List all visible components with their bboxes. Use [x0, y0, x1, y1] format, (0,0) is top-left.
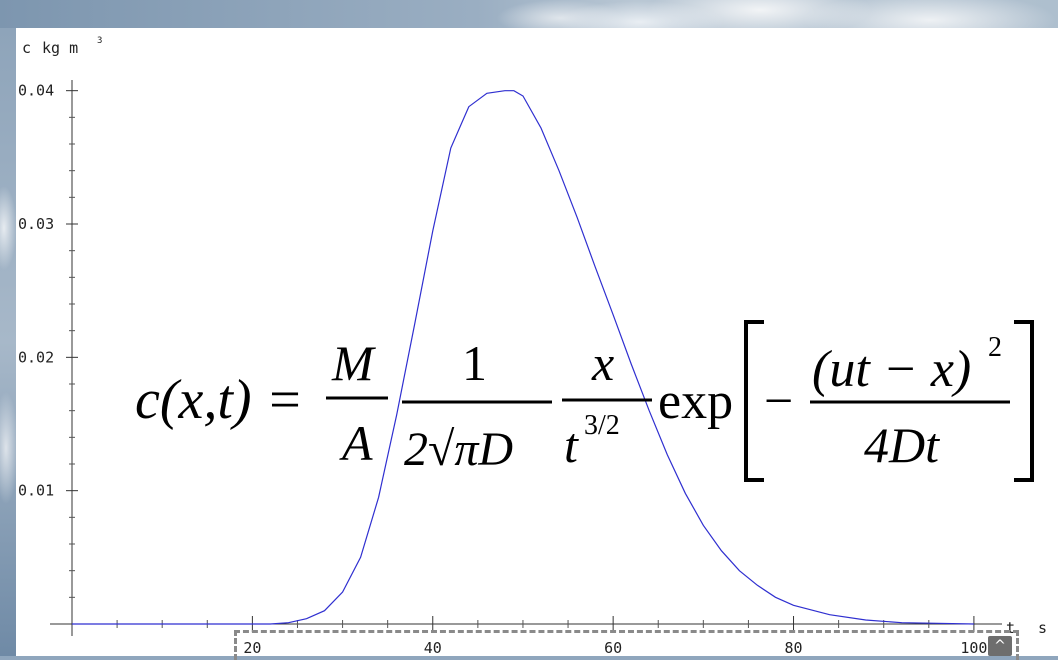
- y-tick-label: 0.03: [18, 215, 54, 233]
- equation-minus: −: [764, 373, 793, 430]
- equation-frac4-num: (ut − x): [812, 341, 971, 398]
- y-tick-label: 0.04: [18, 82, 54, 100]
- equation-frac2-den: 2√πD: [404, 423, 513, 476]
- concentration-curve: [72, 90, 974, 625]
- equation-frac2-num: 1: [462, 335, 487, 391]
- equation-frac3-den-exponent: 3/2: [584, 410, 620, 441]
- plot-panel: [16, 28, 1058, 656]
- background-sky: [0, 0, 1058, 28]
- y-axis-label-quantity: c: [22, 39, 31, 57]
- equation-left-bracket: [744, 320, 764, 482]
- y-tick-label: 0.01: [18, 482, 54, 500]
- background-left-strip: [0, 28, 16, 656]
- scroll-up-button[interactable]: ^: [988, 636, 1012, 656]
- x-tick-label: 60: [604, 639, 622, 656]
- y-axis-label-unit: kg m: [42, 39, 78, 57]
- x-axis-label-unit: s: [1038, 619, 1047, 637]
- y-axis-label-exponent: 3: [97, 36, 102, 46]
- selection-frame: [234, 630, 1019, 660]
- x-tick-label: 40: [424, 639, 442, 656]
- chevron-up-icon: ^: [994, 638, 1006, 654]
- equation-frac4-den: 4Dt: [864, 417, 940, 473]
- equation-frac3-num: x: [591, 335, 614, 391]
- equation-frac4-num-exponent: 2: [988, 332, 1002, 363]
- series-layer: [72, 90, 974, 625]
- equation-lhs: c(x,t) =: [135, 369, 303, 431]
- y-tick-label: 0.02: [18, 348, 54, 366]
- equation-right-bracket: [1014, 320, 1034, 482]
- x-tick-label: 80: [784, 639, 802, 656]
- equation-exp: exp: [658, 373, 733, 430]
- equation-frac1-den: A: [339, 415, 373, 471]
- equation-frac3-den: t: [564, 417, 579, 473]
- equation: c(x,t) = M A 1 2√πD x t 3/2 exp − (ut − …: [135, 320, 1034, 482]
- equation-frac1-num: M: [331, 335, 376, 391]
- ticks: 20 40 60 80 100 0.01 0.02 0.03 0.04: [18, 82, 987, 656]
- x-axis-label-quantity: t: [1006, 619, 1015, 637]
- x-tick-label: 100: [960, 639, 987, 656]
- x-tick-label: 20: [243, 639, 261, 656]
